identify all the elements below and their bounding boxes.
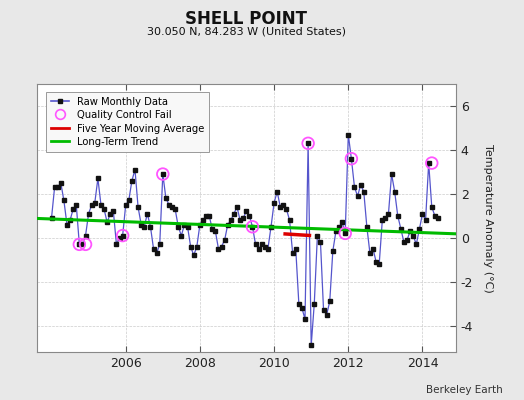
Point — [75, 241, 83, 248]
Y-axis label: Temperature Anomaly (°C): Temperature Anomaly (°C) — [483, 144, 493, 292]
Point — [347, 156, 356, 162]
Point — [159, 171, 167, 177]
Text: 30.050 N, 84.283 W (United States): 30.050 N, 84.283 W (United States) — [147, 26, 346, 36]
Text: Berkeley Earth: Berkeley Earth — [427, 385, 503, 395]
Legend: Raw Monthly Data, Quality Control Fail, Five Year Moving Average, Long-Term Tren: Raw Monthly Data, Quality Control Fail, … — [46, 92, 209, 152]
Point — [118, 232, 127, 239]
Point — [304, 140, 312, 146]
Text: SHELL POINT: SHELL POINT — [185, 10, 307, 28]
Point — [81, 241, 90, 248]
Point — [341, 230, 350, 236]
Point — [248, 224, 257, 230]
Point — [428, 160, 436, 166]
